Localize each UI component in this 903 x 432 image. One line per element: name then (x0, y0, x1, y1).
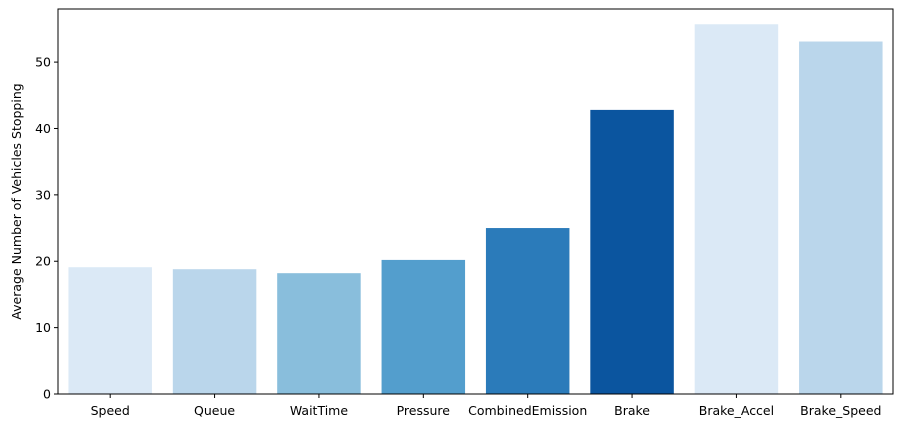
y-tick-label: 10 (35, 320, 51, 335)
y-tick-label: 20 (35, 254, 51, 269)
y-tick-label: 30 (35, 187, 51, 202)
y-axis: 0 10 20 30 40 50 (35, 55, 58, 402)
x-tick-label: Speed (91, 403, 130, 418)
x-tick-label: CombinedEmission (468, 403, 587, 418)
bar-combinedemission (485, 228, 570, 394)
bars-layer (68, 24, 883, 395)
y-axis-label: Average Number of Vehicles Stopping (9, 83, 24, 319)
bar-pressure (381, 259, 466, 394)
bar-queue (172, 269, 257, 394)
bar-waittime (277, 273, 361, 394)
y-tick-label: 40 (35, 121, 51, 136)
x-tick-label: WaitTime (290, 403, 348, 418)
x-tick-label: Pressure (397, 403, 451, 418)
x-axis: Speed Queue WaitTime Pressure CombinedEmissi… (91, 394, 881, 418)
x-tick-label: Brake (614, 403, 650, 418)
y-tick-label: 50 (35, 55, 51, 70)
x-tick-label: Brake_Accel (699, 403, 774, 418)
plot-frame (57, 8, 894, 395)
bar-brake_accel (694, 24, 779, 394)
x-tick-label: Queue (194, 403, 235, 418)
bar-brake (590, 109, 674, 395)
x-tick-label: Brake_Speed (800, 403, 881, 418)
bar-speed (68, 267, 152, 394)
bar-brake_speed (799, 41, 883, 394)
y-tick-label: 0 (43, 387, 51, 402)
